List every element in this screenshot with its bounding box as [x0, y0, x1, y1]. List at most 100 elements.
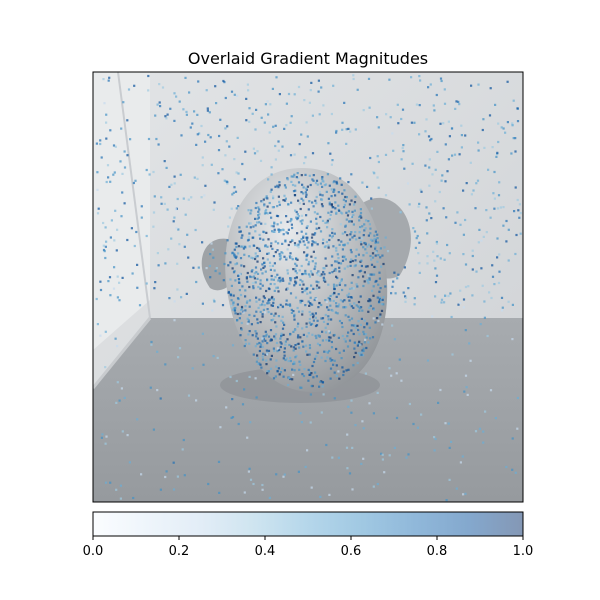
gradient-speckle — [407, 287, 410, 290]
gradient-speckle — [385, 113, 388, 116]
gradient-speckle — [242, 247, 245, 250]
gradient-speckle — [259, 321, 262, 324]
gradient-speckle — [335, 131, 338, 134]
gradient-speckle — [259, 279, 262, 282]
gradient-speckle — [272, 347, 275, 350]
gradient-speckle — [329, 294, 332, 298]
gradient-speckle — [370, 263, 374, 266]
gradient-speckle — [256, 260, 259, 263]
gradient-speckle — [338, 351, 341, 354]
gradient-speckle — [236, 312, 239, 316]
gradient-speckle — [201, 302, 204, 305]
gradient-speckle — [302, 202, 305, 205]
gradient-speckle — [259, 310, 262, 313]
gradient-speckle — [331, 234, 334, 237]
gradient-speckle — [401, 146, 404, 150]
gradient-speckle — [243, 253, 246, 256]
gradient-speckle — [280, 319, 283, 322]
gradient-speckle — [360, 264, 363, 268]
gradient-speckle — [297, 176, 300, 180]
gradient-speckle — [357, 320, 360, 323]
gradient-speckle — [224, 127, 227, 130]
gradient-speckle — [223, 179, 226, 182]
gradient-speckle — [352, 287, 355, 290]
gradient-speckle — [287, 303, 290, 306]
gradient-speckle — [315, 202, 318, 205]
gradient-speckle — [443, 88, 446, 91]
gradient-speckle — [367, 341, 370, 344]
gradient-speckle — [298, 202, 301, 205]
gradient-speckle — [321, 219, 325, 222]
gradient-speckle — [351, 259, 354, 263]
gradient-speckle — [267, 113, 270, 116]
gradient-speckle — [346, 242, 349, 245]
gradient-speckle — [201, 156, 204, 159]
gradient-speckle — [314, 182, 318, 185]
gradient-speckle — [335, 347, 338, 351]
gradient-speckle — [297, 246, 300, 249]
gradient-speckle — [226, 182, 229, 185]
gradient-speckle — [466, 393, 469, 396]
gradient-speckle — [261, 337, 264, 340]
gradient-speckle — [259, 237, 262, 240]
gradient-speckle — [156, 389, 159, 392]
gradient-speckle — [185, 113, 188, 116]
colorbar-tick-label: 0.0 — [83, 544, 104, 559]
gradient-speckle — [266, 342, 269, 345]
gradient-speckle — [325, 350, 328, 353]
gradient-speckle — [486, 334, 489, 338]
gradient-speckle — [497, 194, 501, 197]
gradient-speckle — [441, 174, 444, 177]
gradient-speckle — [336, 253, 339, 256]
gradient-speckle — [255, 296, 258, 299]
gradient-speckle — [256, 255, 259, 258]
gradient-speckle — [95, 142, 98, 145]
colorbar-ticks: 0.0 0.2 0.4 0.6 0.8 1.0 — [83, 536, 533, 559]
gradient-speckle — [299, 207, 302, 211]
gradient-speckle — [337, 305, 340, 308]
colorbar-tick-label: 0.8 — [427, 544, 448, 559]
gradient-speckle — [371, 336, 375, 339]
gradient-speckle — [270, 224, 273, 228]
gradient-speckle — [474, 430, 478, 433]
gradient-speckle — [266, 245, 269, 248]
gradient-speckle — [321, 176, 324, 179]
gradient-speckle — [317, 90, 320, 93]
gradient-speckle — [292, 373, 295, 376]
gradient-speckle — [320, 86, 323, 89]
gradient-speckle — [246, 300, 249, 303]
gradient-speckle — [355, 248, 358, 251]
gradient-speckle — [321, 339, 324, 342]
gradient-speckle — [148, 173, 151, 176]
gradient-speckle — [175, 95, 178, 98]
gradient-speckle — [435, 240, 438, 244]
gradient-speckle — [448, 252, 451, 255]
gradient-speckle — [270, 242, 273, 245]
gradient-speckle — [505, 240, 508, 243]
gradient-speckle — [428, 166, 431, 169]
gradient-speckle — [247, 319, 250, 322]
gradient-speckle — [496, 207, 500, 210]
gradient-speckle — [260, 366, 263, 369]
gradient-speckle — [458, 153, 461, 156]
gradient-speckle — [109, 294, 112, 297]
gradient-speckle — [327, 315, 330, 318]
gradient-speckle — [252, 482, 255, 486]
gradient-speckle — [123, 166, 127, 169]
gradient-speckle — [350, 411, 353, 414]
gradient-speckle — [372, 294, 375, 297]
gradient-speckle — [343, 267, 346, 270]
gradient-speckle — [299, 336, 302, 339]
gradient-speckle — [305, 325, 308, 328]
gradient-speckle — [431, 315, 434, 318]
gradient-speckle — [315, 297, 318, 300]
gradient-speckle — [277, 279, 280, 282]
gradient-speckle — [372, 285, 375, 288]
gradient-speckle — [289, 356, 292, 360]
gradient-speckle — [252, 275, 256, 278]
gradient-speckle — [425, 118, 428, 121]
gradient-speckle — [380, 299, 383, 302]
gradient-speckle — [272, 195, 275, 198]
gradient-speckle — [322, 270, 325, 274]
gradient-speckle — [293, 93, 296, 96]
